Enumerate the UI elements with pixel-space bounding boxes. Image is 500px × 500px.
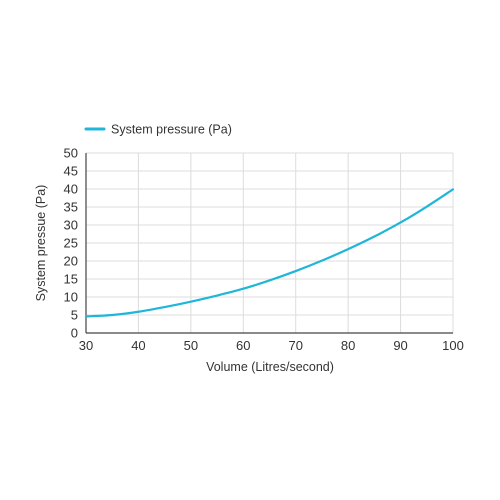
y-tick-labels: 0 5 10 15 20 25 30 35 40 45 50 [64, 146, 78, 341]
y-tick-label-3: 15 [64, 272, 78, 287]
x-tick-label-3: 60 [236, 338, 250, 353]
y-tick-label-8: 40 [64, 182, 78, 197]
x-axis-title: Volume (Litres/second) [206, 360, 334, 374]
y-tick-label-5: 25 [64, 236, 78, 251]
x-tick-label-7: 100 [442, 338, 464, 353]
x-tick-labels: 30 40 50 60 70 80 90 100 [79, 338, 464, 353]
x-tick-label-0: 30 [79, 338, 93, 353]
y-tick-label-2: 10 [64, 290, 78, 305]
series-line-0 [84, 188, 455, 318]
x-tick-label-2: 50 [184, 338, 198, 353]
series-layer [84, 188, 455, 318]
x-tick-label-5: 80 [341, 338, 355, 353]
axes [85, 153, 453, 334]
x-tick-label-4: 70 [288, 338, 302, 353]
legend-label: System pressure (Pa) [111, 123, 232, 137]
x-tick-label-1: 40 [131, 338, 145, 353]
y-tick-label-6: 30 [64, 218, 78, 233]
y-tick-label-7: 35 [64, 200, 78, 215]
y-tick-label-4: 20 [64, 254, 78, 269]
y-tick-label-9: 45 [64, 164, 78, 179]
y-tick-label-0: 0 [71, 326, 78, 341]
y-tick-label-1: 5 [71, 308, 78, 323]
grid-lines [85, 152, 454, 334]
x-tick-label-6: 90 [393, 338, 407, 353]
y-tick-label-10: 50 [64, 146, 78, 161]
legend: System pressure (Pa) [84, 123, 232, 137]
y-axis-title: System pressue (Pa) [34, 185, 48, 302]
